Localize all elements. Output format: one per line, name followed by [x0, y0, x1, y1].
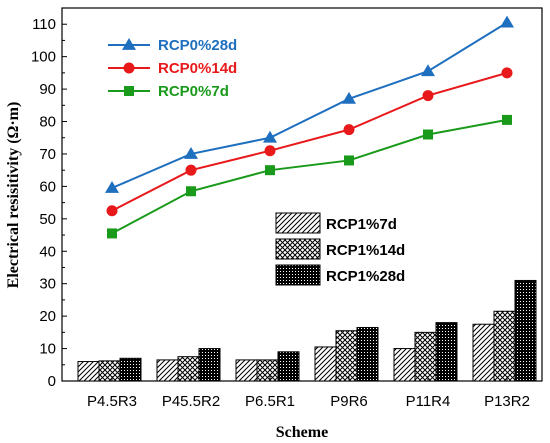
point-rcp0pct28d	[263, 130, 277, 143]
legend-marker-rcp0pct28d	[122, 38, 136, 50]
legend-swatch-rcp1pct14d	[275, 238, 321, 260]
point-rcp0pct7d	[502, 114, 512, 125]
x-tick-label: P11R4	[406, 393, 451, 410]
x-tick-label: P6.5R1	[245, 393, 295, 410]
x-tick-label: P9R6	[330, 393, 368, 410]
axes-layer: 0 10 20 30 40 50 60 70 80 90 100 110 P4.5R3 P45.5R2 P6…	[31, 16, 530, 410]
point-rcp0pct28d	[500, 15, 514, 28]
x-tick-label: P4.5R3	[87, 393, 137, 410]
legend-label-rcp0pct14d: RCP0%14d	[158, 60, 237, 77]
bar-rcp1pct14d	[493, 310, 516, 382]
bar-rcp1pct14d	[414, 331, 437, 382]
y-tick-label: 70	[39, 146, 56, 163]
bar-rcp1pct14d	[177, 356, 200, 382]
line-rcp0pct28d	[111, 21, 508, 189]
bars-layer	[77, 279, 537, 382]
x-tick-label: P13R2	[484, 393, 530, 410]
point-rcp0pct14d	[264, 145, 276, 157]
y-tick-label: 110	[32, 16, 56, 33]
point-rcp0pct14d	[343, 124, 355, 136]
point-rcp0pct7d	[344, 155, 354, 166]
bar-rcp1pct28d	[356, 326, 379, 382]
plot-frame	[61, 7, 543, 382]
x-axis-title: Scheme	[276, 424, 328, 441]
bar-rcp1pct7d	[156, 359, 179, 382]
bar-rcp1pct7d	[77, 361, 100, 382]
legend-label-rcp1pct28d: RCP1%28d	[326, 268, 405, 285]
point-rcp0pct7d	[423, 129, 433, 140]
y-tick-label: 50	[39, 211, 56, 228]
legend-label-rcp1pct7d: RCP1%7d	[326, 216, 397, 233]
legend-swatch-rcp1pct28d	[275, 264, 321, 286]
bar-rcp1pct7d	[393, 348, 416, 382]
y-tick-label: 30	[39, 276, 56, 293]
point-rcp0pct7d	[265, 165, 275, 176]
legend-label-rcp0pct7d: RCP0%7d	[158, 83, 229, 100]
point-rcp0pct7d	[107, 228, 117, 239]
point-rcp0pct7d	[186, 186, 196, 197]
bar-rcp1pct14d	[98, 360, 121, 382]
y-tick-label: 80	[39, 114, 56, 131]
lines-layer	[105, 15, 514, 239]
y-tick-label: 60	[39, 178, 56, 195]
bar-rcp1pct28d	[198, 348, 221, 382]
bar-rcp1pct7d	[314, 346, 337, 382]
bar-rcp1pct28d	[119, 357, 142, 382]
point-rcp0pct14d	[422, 90, 434, 102]
legend-label-rcp0pct28d: RCP0%28d	[158, 37, 237, 54]
y-tick-label: 10	[39, 341, 56, 358]
bar-rcp1pct28d	[277, 351, 300, 382]
bar-rcp1pct28d	[514, 279, 537, 382]
point-rcp0pct14d	[185, 164, 197, 176]
point-rcp0pct28d	[342, 91, 356, 104]
y-tick-label: 100	[31, 49, 56, 66]
bar-rcp1pct28d	[435, 322, 458, 382]
legend-swatch-rcp1pct7d	[275, 212, 321, 234]
x-tick-label: P45.5R2	[162, 393, 220, 410]
bar-legend: RCP1%7d RCP1%14d RCP1%28d	[275, 212, 405, 286]
bar-rcp1pct14d	[335, 330, 358, 382]
y-tick-label: 40	[39, 243, 56, 260]
bar-rcp1pct7d	[235, 359, 258, 382]
line-legend: RCP0%28d RCP0%14d RCP0%7d	[108, 37, 237, 100]
point-rcp0pct28d	[421, 64, 435, 77]
legend-marker-rcp0pct14d	[123, 62, 135, 74]
y-tick-label: 0	[48, 373, 56, 390]
point-rcp0pct28d	[105, 181, 119, 193]
y-tick-label: 90	[39, 81, 56, 98]
point-rcp0pct14d	[106, 205, 118, 217]
line-rcp0pct14d	[111, 71, 508, 212]
legend-label-rcp1pct14d: RCP1%14d	[326, 242, 405, 259]
y-axis-title: Electrical resisitivity (Ω·m)	[5, 102, 22, 289]
point-rcp0pct28d	[184, 146, 198, 159]
bar-rcp1pct14d	[256, 359, 279, 382]
legend-marker-rcp0pct7d	[124, 86, 134, 96]
bar-rcp1pct7d	[472, 323, 495, 382]
point-rcp0pct14d	[501, 67, 513, 79]
y-tick-label: 20	[39, 308, 56, 325]
line-rcp0pct7d	[111, 118, 508, 235]
